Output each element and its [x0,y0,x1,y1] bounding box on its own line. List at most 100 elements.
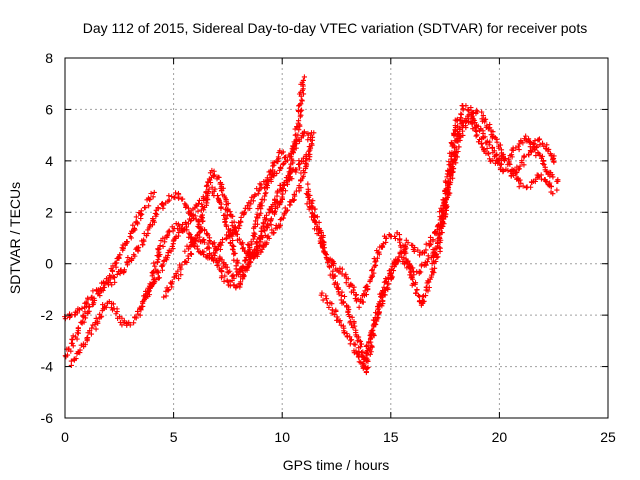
data-point [429,266,435,272]
data-point [280,149,286,155]
data-point [490,150,496,156]
data-point [161,257,167,264]
data-point [447,176,453,182]
data-point [254,211,260,217]
data-points [62,74,561,376]
data-point [124,239,130,245]
data-point [219,236,226,243]
data-point [482,116,489,122]
data-point [268,216,274,222]
data-point [479,136,485,142]
data-point [550,174,556,180]
data-point [203,189,209,195]
data-point [157,242,163,249]
data-point [357,338,364,344]
data-point [456,144,462,150]
data-point [532,178,538,185]
data-point [112,260,119,266]
data-point [237,223,243,229]
data-point [88,331,95,337]
data-point [272,208,278,214]
data-point [296,138,303,144]
data-point [425,253,431,259]
data-point [372,259,378,265]
data-point [482,134,488,140]
data-point [165,288,171,294]
data-point [399,254,405,260]
data-point [542,178,549,184]
data-point [292,193,298,199]
data-point [303,153,309,159]
data-point [444,188,450,194]
data-point [197,234,203,240]
data-point [450,169,456,176]
data-point [225,200,231,207]
data-point [381,284,387,290]
data-point [339,266,345,272]
data-point [330,268,336,274]
data-point [298,185,304,191]
data-point [450,175,456,181]
data-point [450,166,456,172]
data-point [121,319,127,326]
data-point [218,204,224,210]
data-point [165,250,171,256]
data-point [204,182,210,188]
data-point [236,236,242,242]
data-point [185,205,192,211]
data-point [261,221,267,227]
data-point [320,297,326,303]
data-point [146,203,152,209]
data-point [193,217,199,223]
data-point [85,296,91,302]
data-point [79,305,85,312]
data-point [258,200,264,206]
y-tick-label: 6 [45,101,53,117]
data-point [281,182,287,188]
data-point [310,198,316,204]
data-point [211,240,217,246]
data-point [469,120,475,126]
data-point [279,216,285,222]
data-point [181,227,187,233]
data-point [240,245,246,251]
data-point [527,139,533,145]
data-point [258,182,264,188]
data-point [230,247,236,253]
data-point [130,222,136,228]
data-point [353,291,359,298]
data-point [360,349,366,355]
data-point [532,147,538,153]
data-point [365,364,371,371]
data-point [396,231,403,238]
data-point [180,196,186,202]
data-point [469,109,475,115]
data-point [532,138,538,144]
data-point [214,176,220,182]
data-point [323,252,330,258]
data-point [499,153,505,159]
data-point [472,127,479,133]
data-point [160,262,166,268]
data-point [268,176,274,182]
data-point [425,288,431,294]
data-point [141,237,147,243]
data-point [266,235,272,242]
data-point [155,247,161,253]
data-point [340,323,347,329]
data-point [92,322,98,328]
data-point [270,230,277,236]
data-point [234,231,241,237]
data-point [364,352,370,358]
y-tick-label: -2 [41,307,54,323]
data-point [199,201,205,207]
data-point [376,310,382,316]
data-point [528,139,534,146]
data-point [436,231,442,237]
data-point [70,343,76,349]
y-tick-label: 4 [45,153,53,169]
data-point [157,251,163,258]
data-point [494,139,500,145]
series-track-f [182,153,310,291]
